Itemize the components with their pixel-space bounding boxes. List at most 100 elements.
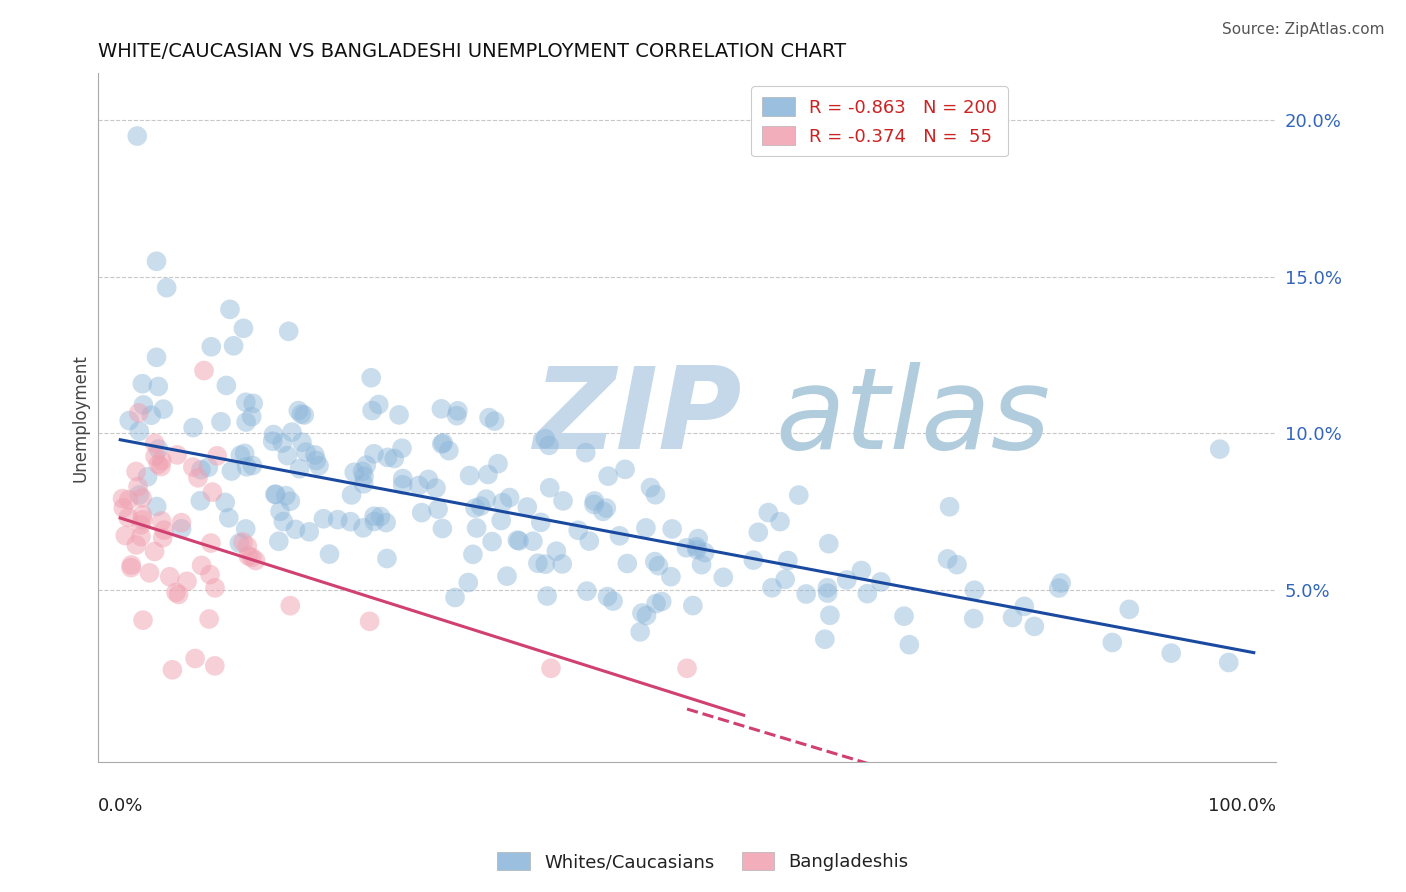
Point	[551, 494, 574, 508]
Point	[156, 281, 179, 295]
Point	[143, 544, 166, 558]
Point	[851, 564, 873, 578]
Point	[229, 448, 252, 462]
Point	[277, 324, 299, 338]
Text: 100.0%: 100.0%	[1208, 797, 1277, 814]
Point	[946, 558, 969, 572]
Point	[602, 594, 624, 608]
Point	[575, 584, 598, 599]
Point	[150, 514, 173, 528]
Point	[152, 402, 174, 417]
Point	[628, 624, 651, 639]
Point	[461, 547, 484, 561]
Point	[534, 557, 557, 571]
Point	[676, 661, 699, 675]
Point	[938, 500, 960, 514]
Point	[508, 533, 530, 548]
Point	[193, 363, 215, 377]
Point	[1160, 646, 1182, 660]
Point	[538, 481, 561, 495]
Point	[127, 480, 149, 494]
Point	[682, 599, 704, 613]
Point	[596, 590, 619, 604]
Point	[446, 409, 468, 423]
Point	[264, 487, 287, 501]
Point	[856, 587, 879, 601]
Point	[308, 458, 330, 473]
Point	[318, 547, 340, 561]
Point	[527, 556, 550, 570]
Point	[359, 615, 381, 629]
Point	[418, 472, 440, 486]
Point	[583, 494, 606, 508]
Point	[117, 510, 139, 524]
Point	[118, 414, 141, 428]
Point	[162, 663, 184, 677]
Point	[685, 540, 707, 554]
Point	[148, 379, 170, 393]
Point	[218, 511, 240, 525]
Point	[457, 575, 479, 590]
Point	[264, 487, 287, 501]
Point	[271, 436, 294, 450]
Point	[150, 453, 173, 467]
Point	[478, 410, 501, 425]
Point	[131, 513, 153, 527]
Point	[522, 534, 544, 549]
Point	[367, 397, 389, 411]
Point	[640, 481, 662, 495]
Point	[489, 513, 512, 527]
Point	[176, 574, 198, 589]
Point	[152, 531, 174, 545]
Point	[425, 481, 447, 495]
Point	[269, 504, 291, 518]
Point	[233, 446, 256, 460]
Point	[370, 509, 392, 524]
Point	[353, 469, 375, 483]
Point	[235, 522, 257, 536]
Point	[287, 403, 309, 417]
Point	[170, 522, 193, 536]
Point	[111, 491, 134, 506]
Point	[1118, 602, 1140, 616]
Point	[963, 611, 986, 625]
Point	[219, 302, 242, 317]
Point	[304, 448, 326, 462]
Point	[240, 409, 263, 424]
Point	[1218, 656, 1240, 670]
Point	[595, 501, 617, 516]
Point	[644, 555, 666, 569]
Point	[235, 459, 257, 474]
Point	[148, 457, 170, 471]
Point	[614, 462, 637, 476]
Point	[204, 581, 226, 595]
Point	[659, 570, 682, 584]
Point	[128, 424, 150, 438]
Point	[148, 442, 170, 456]
Point	[281, 425, 304, 439]
Point	[818, 608, 841, 623]
Point	[187, 471, 209, 485]
Point	[165, 585, 187, 599]
Point	[138, 566, 160, 580]
Point	[491, 496, 513, 510]
Point	[291, 435, 314, 450]
Point	[693, 545, 716, 559]
Point	[773, 572, 796, 586]
Text: atlas: atlas	[776, 362, 1050, 474]
Point	[598, 469, 620, 483]
Point	[477, 467, 499, 482]
Point	[430, 437, 453, 451]
Point	[290, 407, 312, 421]
Point	[242, 458, 264, 473]
Point	[1209, 442, 1232, 457]
Point	[769, 515, 792, 529]
Point	[298, 524, 321, 539]
Point	[118, 492, 141, 507]
Point	[870, 574, 893, 589]
Point	[787, 488, 810, 502]
Point	[465, 521, 488, 535]
Point	[794, 587, 817, 601]
Point	[742, 553, 765, 567]
Point	[284, 522, 307, 536]
